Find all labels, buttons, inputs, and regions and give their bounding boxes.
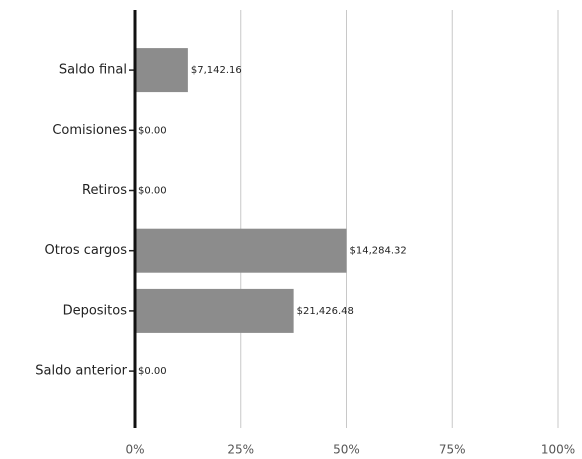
y-tick-label: Saldo anterior [35, 364, 127, 379]
x-tick-label: 25% [227, 443, 254, 457]
bar [135, 228, 347, 273]
y-tick-label: Otros cargos [45, 243, 128, 258]
value-label: $0.00 [138, 186, 167, 197]
value-label: $14,284.32 [350, 246, 407, 257]
value-label: $7,142.16 [191, 65, 242, 76]
value-label: $0.00 [138, 125, 167, 136]
y-tick-label: Depositos [63, 303, 128, 318]
x-tick-label: 0% [125, 443, 144, 457]
bar [135, 288, 294, 333]
y-tick-label: Retiros [82, 183, 127, 198]
bar [135, 48, 188, 93]
x-tick-label: 100% [541, 443, 575, 457]
value-label: $0.00 [138, 366, 167, 377]
y-tick-label: Saldo final [59, 63, 127, 78]
x-tick-label: 50% [333, 443, 360, 457]
y-tick-label: Comisiones [52, 123, 127, 138]
x-tick-label: 75% [439, 443, 466, 457]
value-label: $21,426.48 [297, 306, 354, 317]
